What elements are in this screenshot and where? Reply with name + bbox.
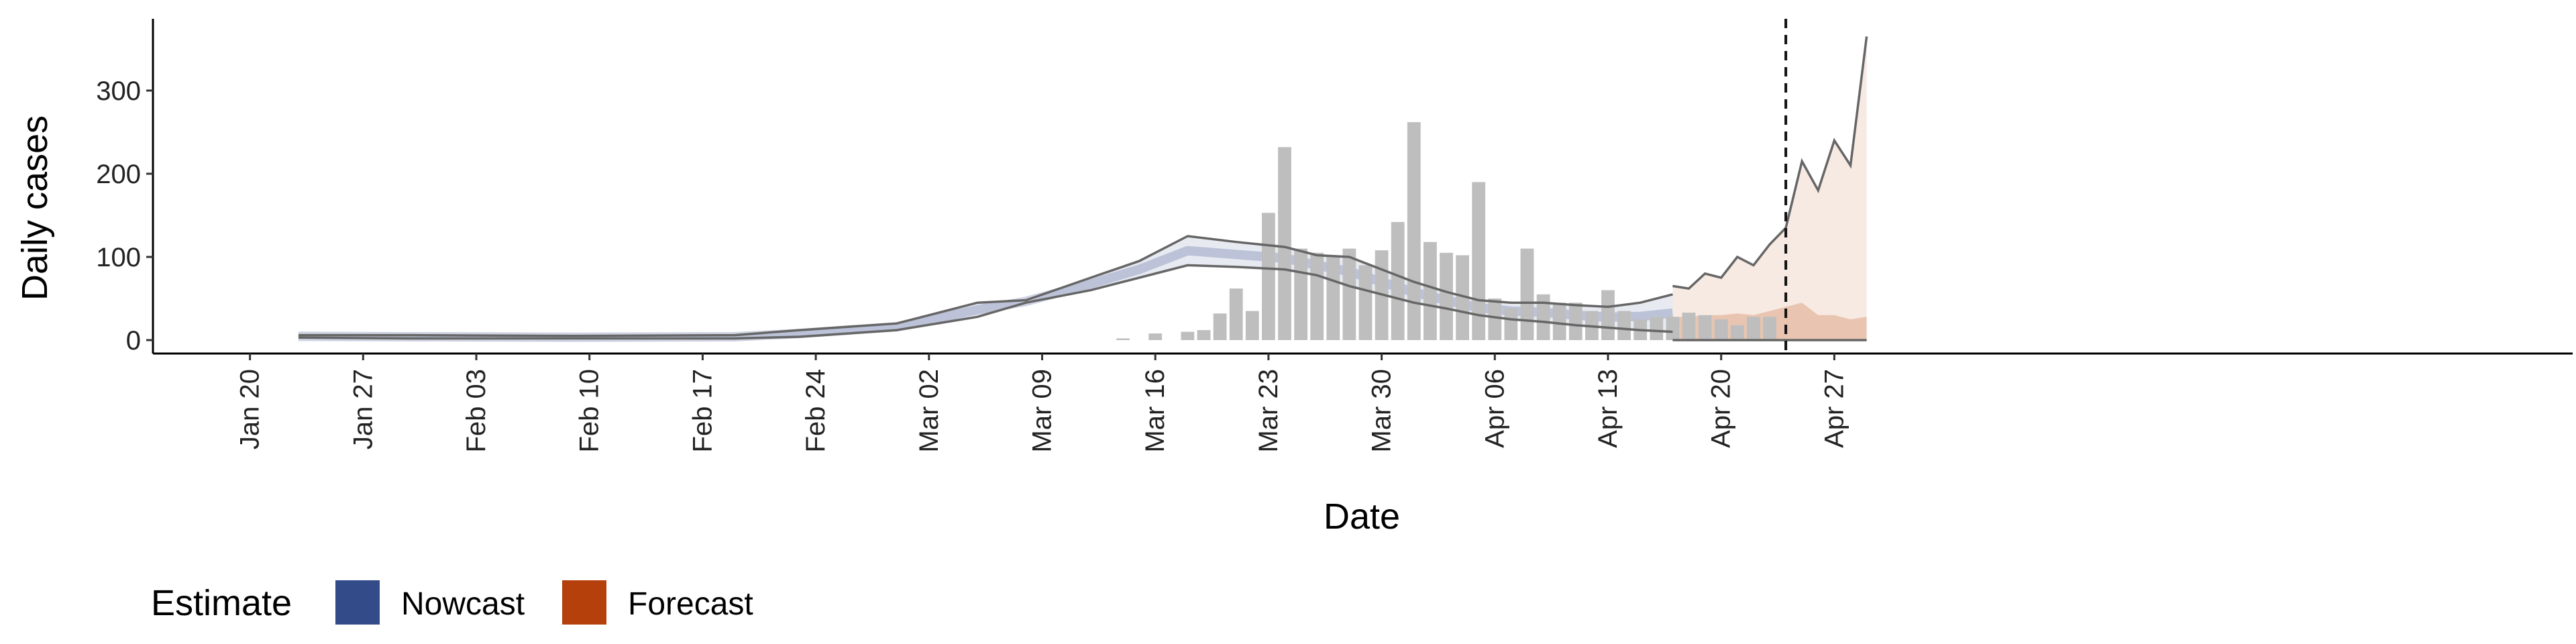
bar <box>1294 248 1307 340</box>
bar <box>1747 317 1760 340</box>
legend-key-forecast <box>562 580 606 625</box>
bar <box>1601 290 1615 340</box>
bar <box>1213 313 1227 340</box>
bar <box>1278 147 1291 341</box>
x-tick-label: Jan 20 <box>235 369 265 449</box>
legend-label-nowcast: Nowcast <box>401 586 525 622</box>
bar <box>1698 315 1712 340</box>
bar <box>1407 122 1421 340</box>
bar <box>1342 248 1356 340</box>
x-tick-label: Mar 16 <box>1140 369 1170 453</box>
y-tick-label: 0 <box>126 326 141 356</box>
legend-label-forecast: Forecast <box>628 586 753 622</box>
y-tick-label: 200 <box>96 160 141 189</box>
legend-title: Estimate <box>151 583 292 623</box>
bar <box>1456 255 1469 340</box>
bar <box>1666 317 1680 340</box>
bar <box>1682 313 1696 340</box>
x-tick-label: Feb 03 <box>462 369 491 453</box>
y-tick-label: 100 <box>96 243 141 272</box>
x-tick-label: Feb 10 <box>575 369 604 453</box>
legend: Estimate Nowcast Forecast <box>151 580 753 625</box>
bar <box>1391 221 1405 340</box>
bar <box>1763 317 1776 340</box>
x-tick-label: Apr 20 <box>1707 369 1736 448</box>
bar <box>1197 330 1211 340</box>
bar <box>1326 255 1340 340</box>
bar <box>1148 333 1163 340</box>
bar <box>1262 213 1275 340</box>
y-tick-label: 300 <box>96 76 141 106</box>
bar <box>1229 288 1243 340</box>
x-tick-label: Mar 02 <box>914 369 944 453</box>
x-tick-label: Apr 13 <box>1593 369 1623 448</box>
x-tick-label: Mar 23 <box>1254 369 1283 453</box>
bar <box>1116 338 1130 340</box>
forecast-band <box>1672 36 1867 341</box>
bar <box>1488 299 1502 340</box>
bar <box>1440 252 1453 340</box>
bar <box>1568 303 1582 340</box>
bar <box>1552 303 1566 340</box>
bar <box>1358 265 1373 340</box>
x-tick-label: Feb 24 <box>801 369 830 453</box>
bar <box>1650 317 1664 340</box>
bar <box>1730 325 1744 340</box>
legend-key-nowcast <box>335 580 380 625</box>
forecast-upper-line <box>1672 36 1868 290</box>
x-tick-label: Mar 30 <box>1367 369 1397 453</box>
bar <box>1714 319 1728 340</box>
nowcast-upper-line <box>298 235 1673 337</box>
x-tick-label: Mar 09 <box>1028 369 1057 453</box>
bar <box>1245 311 1259 340</box>
bar <box>1617 311 1631 340</box>
bar <box>1536 294 1550 340</box>
x-tick-label: Apr 27 <box>1819 369 1849 448</box>
plot-area: 0 100 200 300 Jan 20 Jan 27 Feb 03 Feb 10 Feb 17… <box>96 19 2573 453</box>
x-tick-label: Jan 27 <box>348 369 378 449</box>
bar <box>1424 241 1437 340</box>
nowcast-lower-line <box>298 264 1673 340</box>
x-axis-title: Date <box>1324 496 1400 537</box>
bar <box>1520 248 1534 340</box>
bar <box>1504 308 1518 340</box>
bar <box>1181 331 1195 340</box>
x-tick-label: Feb 17 <box>688 369 717 453</box>
y-axis-title: Daily cases <box>15 115 55 301</box>
x-tick-label: Apr 06 <box>1480 369 1509 448</box>
bar <box>1310 252 1324 340</box>
